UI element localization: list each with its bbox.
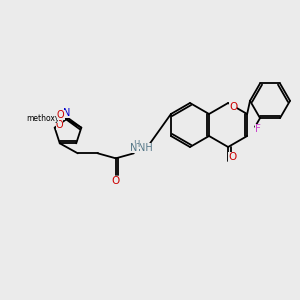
Text: methoxy: methoxy bbox=[26, 114, 59, 123]
Text: O: O bbox=[56, 120, 64, 130]
Text: O: O bbox=[228, 152, 236, 162]
Text: NH: NH bbox=[138, 143, 152, 153]
Text: N: N bbox=[63, 108, 71, 118]
Text: O: O bbox=[57, 110, 64, 120]
Text: F: F bbox=[255, 124, 261, 134]
Text: H: H bbox=[134, 140, 140, 149]
Text: O: O bbox=[57, 110, 64, 120]
Text: N: N bbox=[130, 143, 137, 153]
Text: O: O bbox=[112, 176, 120, 186]
Text: O: O bbox=[229, 102, 237, 112]
